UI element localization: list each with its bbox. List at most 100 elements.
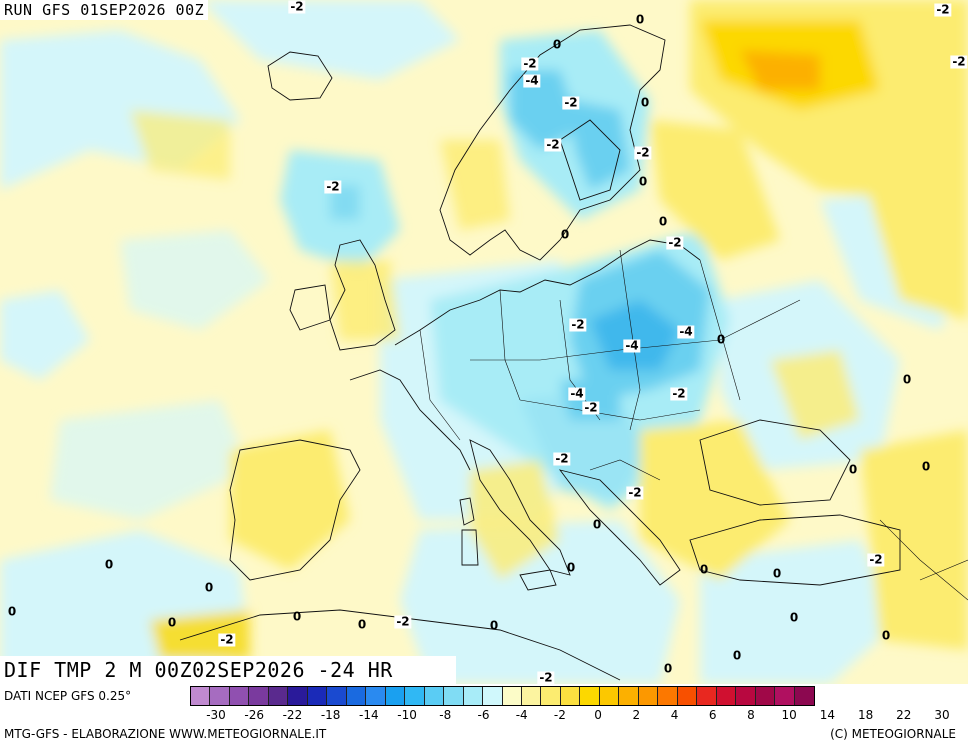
contour-label: 0: [658, 214, 668, 229]
contour-label: 0: [635, 12, 645, 27]
contour-label: 0: [357, 617, 367, 632]
color-scale-tick: 10: [781, 708, 797, 722]
contour-label: -2: [521, 56, 539, 71]
data-source-label: DATI NCEP GFS 0.25°: [4, 689, 132, 703]
contour-label: -2: [544, 137, 562, 152]
contour-label: -2: [666, 235, 684, 250]
legend-bar: DATI NCEP GFS 0.25° -30 -26 -22 -18 -14 -10 -8…: [0, 684, 968, 745]
contour-label: 0: [699, 562, 709, 577]
contour-label: 0: [592, 517, 602, 532]
contour-label: 0: [902, 372, 912, 387]
color-swatch: [677, 687, 698, 705]
color-scale-tick: 14: [819, 708, 835, 722]
contour-label: -2: [394, 614, 412, 629]
color-swatch: [502, 687, 522, 705]
color-scale-tick: 0: [594, 708, 602, 722]
color-scale-tick: 4: [670, 708, 679, 722]
contour-label: 0: [7, 604, 17, 619]
contour-label: -2: [324, 179, 342, 194]
color-scale-tick: -10: [397, 708, 417, 722]
color-scale: [190, 686, 815, 706]
contour-label: 0: [204, 580, 214, 595]
color-swatch: [249, 687, 269, 705]
contour-label: 0: [566, 560, 576, 575]
color-swatch: [444, 687, 464, 705]
contour-label: -2: [553, 451, 571, 466]
color-swatch: [580, 687, 600, 705]
contour-label: -2: [634, 145, 652, 160]
temperature-anomaly-map: RUN GFS 01SEP2026 00Z -2 -2 0 0 -2 -4 -2…: [0, 0, 968, 684]
run-label: RUN GFS 01SEP2026 00Z: [0, 0, 209, 20]
color-scale-tick: -22: [282, 708, 303, 722]
color-swatch: [268, 687, 289, 705]
contour-label: 0: [560, 227, 570, 242]
contour-label: 0: [921, 459, 931, 474]
color-swatch: [346, 687, 367, 705]
color-swatch: [288, 687, 308, 705]
credit-left: MTG-GFS - ELABORAZIONE WWW.METEOGIORNALE…: [4, 727, 327, 741]
contour-label: -4: [623, 338, 641, 353]
contour-label: -4: [568, 386, 586, 401]
contour-label: 0: [789, 610, 799, 625]
color-scale-tick: -30: [206, 708, 226, 722]
color-scale-tick: 22: [896, 708, 912, 722]
color-scale-tick: -8: [439, 708, 452, 722]
color-swatch: [658, 687, 678, 705]
contour-label: -2: [582, 400, 600, 415]
color-swatch: [560, 687, 581, 705]
contour-label: -2: [670, 386, 688, 401]
color-scale-tick: -6: [477, 708, 490, 722]
color-scale-tick: -18: [320, 708, 341, 722]
contour-label: 0: [881, 628, 891, 643]
contour-label: 0: [167, 615, 177, 630]
contour-label: -4: [523, 73, 541, 88]
contour-label: 0: [292, 609, 302, 624]
color-scale-tick: 8: [747, 708, 755, 722]
color-scale-tick: -14: [359, 708, 379, 722]
contour-label: 0: [638, 174, 648, 189]
color-swatch: [716, 687, 737, 705]
color-swatch: [405, 687, 425, 705]
color-swatch: [327, 687, 347, 705]
contour-label: 0: [732, 648, 742, 663]
contour-label: -2: [218, 632, 236, 647]
contour-label: 0: [716, 332, 726, 347]
color-swatch: [794, 687, 814, 705]
contour-label: 0: [663, 661, 673, 676]
contour-label: 0: [772, 566, 782, 581]
contour-label: 0: [552, 37, 562, 52]
contour-label: -2: [569, 317, 587, 332]
credit-right: (C) METEOGIORNALE: [830, 727, 956, 741]
color-swatch: [775, 687, 795, 705]
color-swatch: [619, 687, 639, 705]
color-swatch: [424, 687, 445, 705]
contour-label: 0: [104, 557, 114, 572]
color-scale-ticks: -30 -26 -22 -18 -14 -10 -8 -6 -4 -2 0 2 4 6 8 10 14 18 22 3…: [190, 708, 968, 722]
color-swatch: [599, 687, 620, 705]
contour-label: -2: [562, 95, 580, 110]
color-swatch: [755, 687, 776, 705]
color-swatch: [521, 687, 542, 705]
color-swatch: [638, 687, 659, 705]
map-fill-layer: [0, 0, 968, 684]
contour-label: -2: [934, 2, 952, 17]
contour-label: -2: [950, 54, 968, 69]
color-scale-tick: 6: [708, 708, 717, 722]
contour-label: 0: [848, 462, 858, 477]
color-scale-tick: 18: [857, 708, 874, 722]
color-swatch: [463, 687, 484, 705]
color-swatch: [385, 687, 406, 705]
color-scale-tick: -26: [244, 708, 265, 722]
color-swatch: [210, 687, 230, 705]
color-swatch: [307, 687, 328, 705]
color-swatch: [483, 687, 503, 705]
color-swatch: [229, 687, 250, 705]
color-swatch: [736, 687, 756, 705]
color-scale-tick: -4: [515, 708, 528, 722]
color-swatch: [697, 687, 717, 705]
contour-label: 0: [489, 618, 499, 633]
contour-label: -4: [677, 324, 695, 339]
contour-label: -2: [867, 552, 885, 567]
color-scale-tick: 2: [632, 708, 641, 722]
